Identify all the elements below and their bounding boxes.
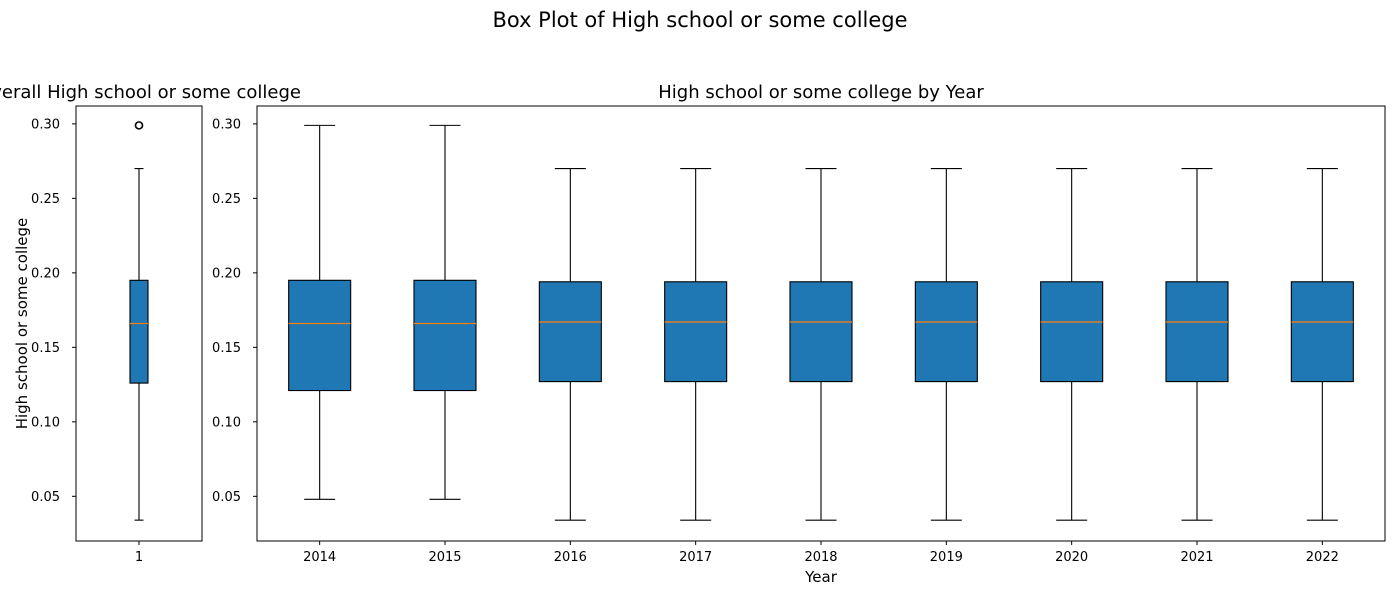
box-body xyxy=(413,279,477,392)
y-tick-label: 0.30 xyxy=(212,117,241,132)
x-tick-label: 2014 xyxy=(303,550,336,565)
box-body xyxy=(1040,281,1104,383)
y-tick-label: 0.25 xyxy=(212,192,241,207)
box-body xyxy=(288,279,352,392)
box-body xyxy=(1290,281,1354,383)
y-tick-label: 0.05 xyxy=(31,490,60,505)
box-1 xyxy=(129,121,149,521)
y-tick-label: 0.10 xyxy=(212,415,241,430)
box-body xyxy=(538,281,602,383)
y-tick-label: 0.05 xyxy=(212,490,241,505)
x-axis-label: Year xyxy=(804,568,838,586)
y-tick-label: 0.20 xyxy=(31,266,60,281)
box-2020 xyxy=(1040,168,1104,521)
outlier-point xyxy=(134,121,144,130)
box-2022 xyxy=(1290,168,1354,521)
y-tick-label: 0.15 xyxy=(212,341,241,356)
y-tick-label: 0.25 xyxy=(31,192,60,207)
x-tick-label: 1 xyxy=(135,550,143,565)
chart-panel-2: 0.05 0.10 0.15 0.20 0.25 0.30 2014 2015 2016 2017… xyxy=(212,82,1386,586)
x-tick-label: 2018 xyxy=(804,550,837,565)
x-tick-label: 2016 xyxy=(554,550,587,565)
box-2017 xyxy=(664,168,728,521)
box-body xyxy=(914,281,978,383)
chart-panel-1: 0.05 0.10 0.15 0.20 0.25 0.30 1 Overall High sc… xyxy=(0,82,301,565)
chart-title: High school or some college by Year xyxy=(658,82,984,103)
y-tick-label: 0.20 xyxy=(212,266,241,281)
box-2021 xyxy=(1165,168,1229,521)
box-body xyxy=(129,279,149,384)
y-tick-label: 0.15 xyxy=(31,341,60,356)
x-tick-label: 2021 xyxy=(1180,550,1213,565)
x-tick-label: 2019 xyxy=(930,550,963,565)
box-2014 xyxy=(288,124,352,500)
chart-title: Overall High school or some college xyxy=(0,82,301,103)
box-2015 xyxy=(413,124,477,500)
x-tick-label: 2022 xyxy=(1306,550,1339,565)
figure-title: Box Plot of High school or some college xyxy=(492,8,908,32)
x-tick-label: 2020 xyxy=(1055,550,1088,565)
box-body xyxy=(664,281,728,383)
box-2016 xyxy=(538,168,602,521)
box-2018 xyxy=(789,168,853,521)
y-axis-label: High school or some college xyxy=(13,218,31,430)
y-tick-label: 0.10 xyxy=(31,415,60,430)
x-tick-label: 2015 xyxy=(428,550,461,565)
box-body xyxy=(1165,281,1229,383)
box-body xyxy=(789,281,853,383)
box-2019 xyxy=(914,168,978,521)
x-tick-label: 2017 xyxy=(679,550,712,565)
y-tick-label: 0.30 xyxy=(31,117,60,132)
